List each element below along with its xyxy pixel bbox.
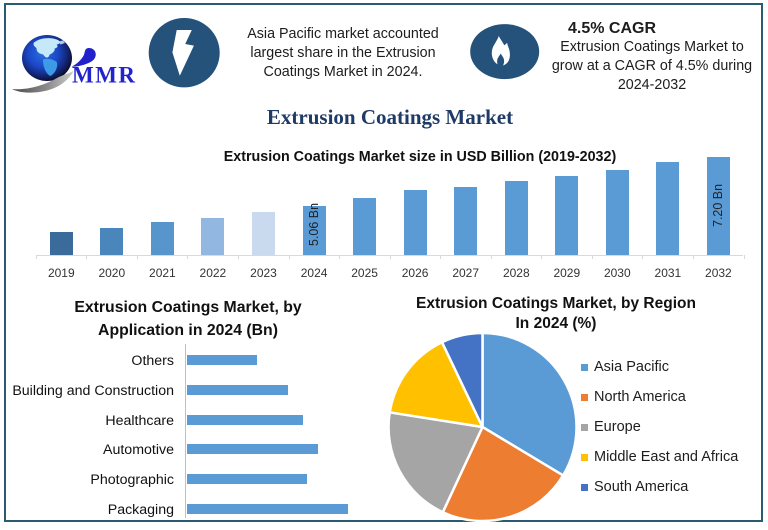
svg-text:MMR: MMR	[72, 63, 137, 88]
